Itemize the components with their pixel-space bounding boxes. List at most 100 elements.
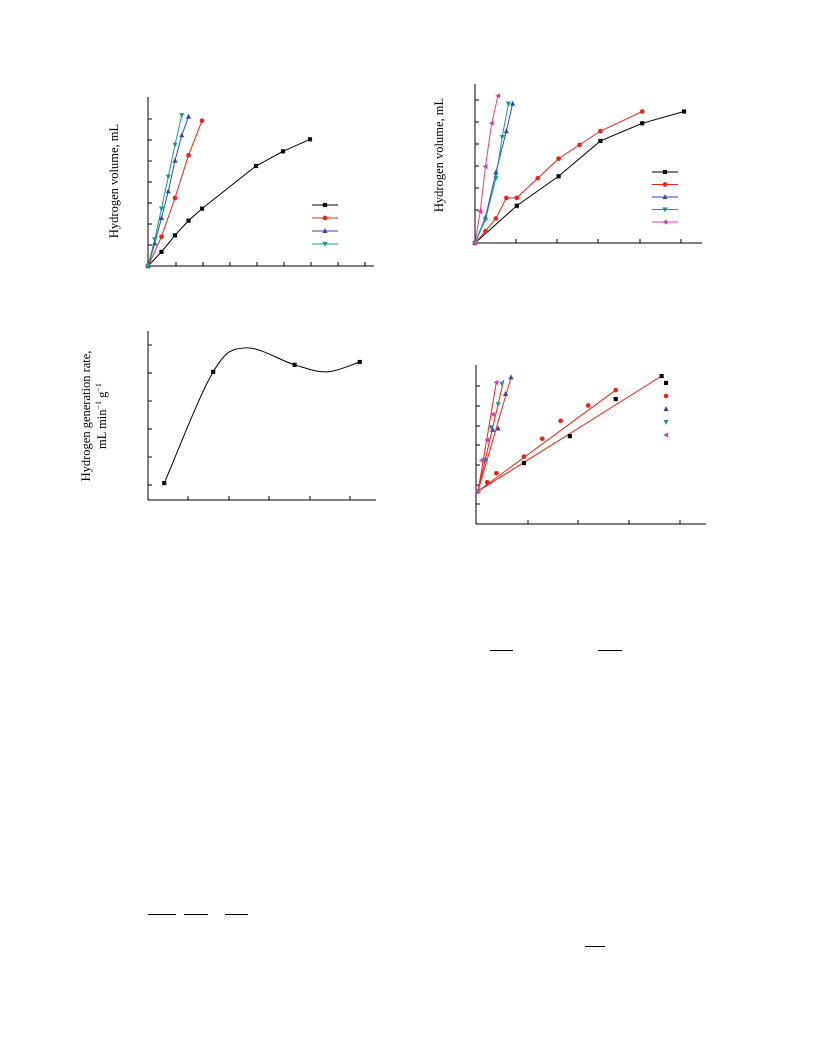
chart-c-ylabel-unit: mL min−1 g−1 <box>94 383 109 449</box>
chart-d-data-point <box>502 391 509 396</box>
chart-b-data-point <box>577 142 582 148</box>
chart-b-data-point <box>514 195 520 201</box>
chart-c-ylabel-sup-1: −1 <box>94 401 103 410</box>
chart-b-legend-marker <box>662 207 668 213</box>
chart-a-data-point <box>280 149 286 154</box>
chart-b-legend-marker <box>662 182 668 187</box>
chart-b-data-point <box>556 156 561 161</box>
chart-b-data-point <box>510 100 516 106</box>
chart-c-ylabel-unit-ml: mL min <box>95 409 109 449</box>
chart-d-legend-marker <box>663 419 669 425</box>
chart-c-ylabel: Hydrogen generation rate, <box>79 351 93 482</box>
chart-d-legend-marker <box>663 380 669 386</box>
chart-d-data-point <box>478 457 484 464</box>
chart-b-data-point <box>483 228 488 234</box>
chart-b-data-point <box>495 93 501 99</box>
chart-d-data-point <box>539 436 545 442</box>
chart-a-data-point <box>172 233 178 238</box>
chart-d-data-point <box>567 434 572 439</box>
chart-b-data-point <box>493 169 499 175</box>
chart-a-data-point <box>172 142 178 148</box>
chart-a-data-point <box>307 137 313 142</box>
chart-d-fit-line <box>477 375 662 492</box>
chart-b-series-line <box>474 103 514 244</box>
chart-d-data-point <box>495 402 501 408</box>
chart-b-data-point <box>598 128 603 134</box>
chart-d-data-point <box>659 373 664 379</box>
chart-c-data-point <box>292 362 297 367</box>
chart-d-data-point <box>475 488 481 494</box>
chart-c-data-point <box>357 359 362 365</box>
chart-d-legend-marker <box>663 432 669 438</box>
chart-a-series-line <box>147 138 311 267</box>
chart-d-data-point <box>613 396 618 402</box>
chart-b-data-point <box>681 109 687 114</box>
separator-rule <box>184 914 208 915</box>
chart-b-data-point <box>556 174 561 179</box>
chart-b-legend-marker <box>662 194 668 200</box>
separator-rule <box>490 650 513 651</box>
chart-b-legend-marker <box>662 219 668 225</box>
chart-a-data-point <box>152 240 158 246</box>
chart-a-data-point <box>159 234 164 240</box>
chart-a-data-point <box>253 163 259 169</box>
chart-d-data-point <box>499 381 505 387</box>
chart-d-fit-line <box>477 379 505 492</box>
chart-a-data-point <box>158 206 165 212</box>
chart-b-data-point <box>493 216 499 221</box>
chart-b-data-point <box>482 163 488 170</box>
chart-b: Hydrogen volume, mL <box>432 84 702 246</box>
chart-d-data-point <box>484 479 490 485</box>
chart-a-data-point <box>152 237 158 243</box>
chart-a-data-point <box>179 132 185 138</box>
chart-a-data-point <box>145 263 151 269</box>
chart-b-ylabel: Hydrogen volume, mL <box>432 98 446 212</box>
chart-c-series-curve <box>163 347 360 484</box>
chart-a-data-point <box>186 218 191 223</box>
chart-b-data-point <box>504 195 509 201</box>
chart-b-series-line <box>474 95 499 244</box>
chart-b-data-point <box>472 240 478 246</box>
chart-c-data-point <box>162 481 167 486</box>
chart-a-data-point <box>158 215 165 221</box>
chart-a: Hydrogen volume, mL <box>107 97 374 269</box>
chart-d-data-point <box>558 418 563 424</box>
separator-rule <box>148 914 176 915</box>
chart-a-data-point <box>165 188 171 194</box>
chart-b-data-point <box>482 217 489 223</box>
chart-a-data-point <box>199 206 205 211</box>
separator-rule <box>585 946 605 947</box>
chart-d-data-point <box>521 454 527 459</box>
chart-b-legend-marker <box>662 169 668 175</box>
chart-a-data-point <box>199 118 205 124</box>
chart-c-ylabel-sup-2: −1 <box>94 383 103 392</box>
chart-d-data-point <box>490 426 496 432</box>
chart-d-data-point <box>493 379 499 385</box>
separator-rule <box>598 650 622 651</box>
chart-b-data-point <box>505 101 512 107</box>
separator-rule <box>225 914 248 915</box>
chart-d-data-point <box>495 425 501 431</box>
chart-b-data-point <box>640 121 645 126</box>
chart-a-data-point <box>172 195 178 201</box>
chart-d-legend-marker <box>663 393 669 399</box>
chart-a-data-point <box>165 174 171 180</box>
chart-b-data-point <box>503 128 509 134</box>
chart-d-data-point <box>494 470 499 476</box>
chart-a-legend-marker <box>322 228 328 234</box>
chart-b-series-line <box>474 111 643 244</box>
chart-b-data-point <box>514 203 519 208</box>
chart-c: Hydrogen generation rate, mL min−1 g−1 <box>79 331 376 501</box>
chart-a-data-point <box>172 157 178 163</box>
chart-a-series-line <box>147 115 183 267</box>
chart-a-data-point <box>185 113 192 119</box>
chart-d-data-point <box>521 460 526 466</box>
chart-d-data-point <box>484 437 490 443</box>
chart-d-data-point <box>585 403 591 408</box>
chart-b-data-point <box>499 134 505 140</box>
chart-d <box>475 365 706 525</box>
chart-b-data-point <box>639 109 645 114</box>
chart-d-fit-line <box>477 389 617 492</box>
chart-c-data-point <box>211 369 216 374</box>
